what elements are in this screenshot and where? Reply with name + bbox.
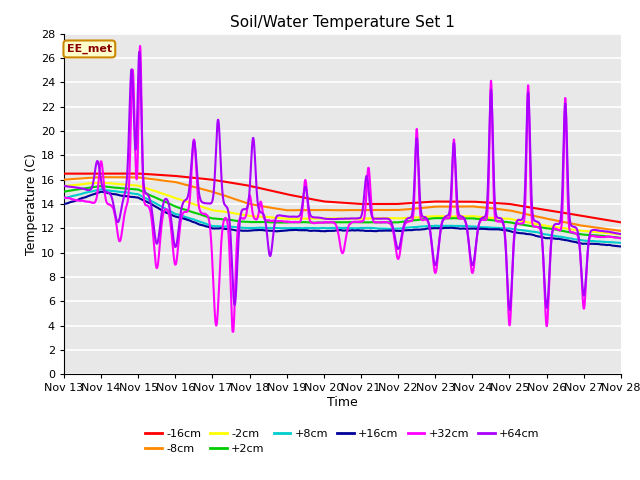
Y-axis label: Temperature (C): Temperature (C) [25, 153, 38, 255]
Text: EE_met: EE_met [67, 44, 112, 54]
X-axis label: Time: Time [327, 396, 358, 409]
Title: Soil/Water Temperature Set 1: Soil/Water Temperature Set 1 [230, 15, 455, 30]
Legend: -16cm, -8cm, -2cm, +2cm, +8cm, +16cm, +32cm, +64cm: -16cm, -8cm, -2cm, +2cm, +8cm, +16cm, +3… [141, 424, 544, 459]
